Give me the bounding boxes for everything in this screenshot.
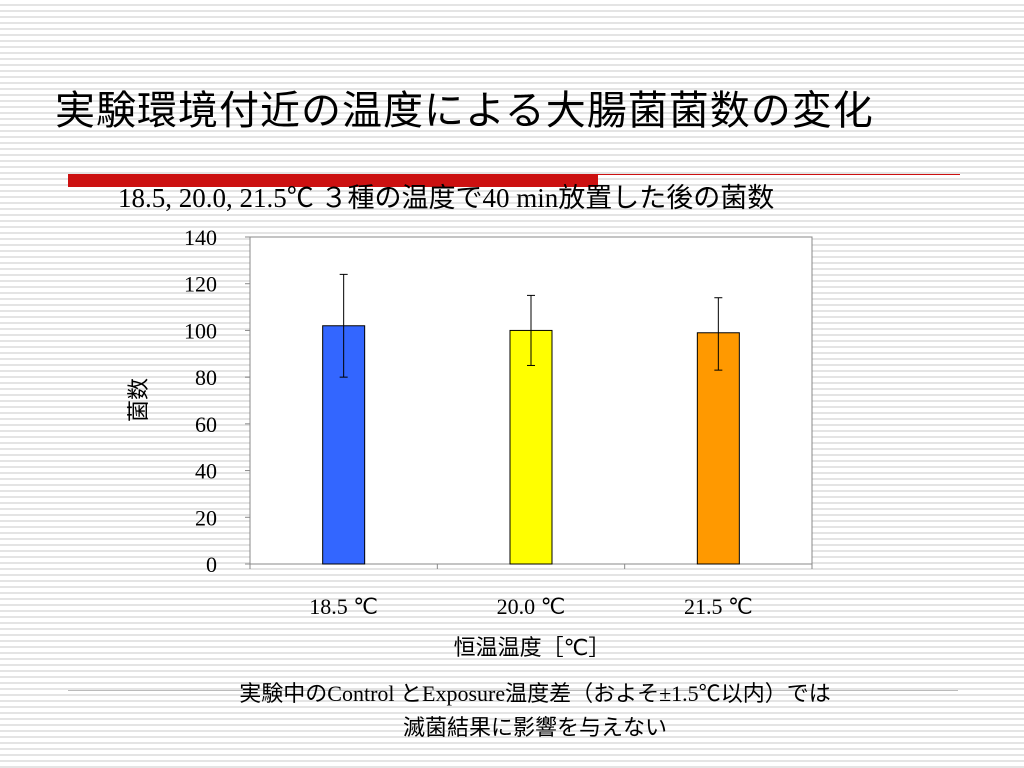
bar (509, 329, 553, 565)
y-tick-label: 80 (195, 365, 217, 390)
chart-subtitle: 18.5, 20.0, 21.5℃ ３種の温度で40 min放置した後の菌数 (118, 183, 775, 213)
y-tick-label: 20 (195, 505, 217, 530)
footer-divider (68, 690, 958, 691)
x-tick-label: 20.0 ℃ (497, 594, 566, 619)
conclusion-line-2: 滅菌結果に影響を与えない (402, 715, 667, 740)
y-tick-label: 0 (206, 552, 217, 577)
slide-title: 実験環境付近の温度による大腸菌菌数の変化 (55, 88, 874, 134)
x-tick-label: 18.5 ℃ (309, 594, 378, 619)
y-tick-label: 40 (195, 459, 217, 484)
conclusion-note: 実験中のControl とExposure温度差（およそ±1.5℃以内）では 滅… (120, 677, 950, 745)
x-tick-label: 21.5 ℃ (684, 594, 753, 619)
y-axis-label: 菌数 (127, 378, 152, 422)
y-tick-label: 140 (184, 225, 217, 250)
title-underline-bar (68, 174, 598, 187)
x-axis-label: 恒温温度［℃］ (454, 636, 611, 661)
conclusion-line-1: 実験中のControl とExposure温度差（およそ±1.5℃以内）では (239, 681, 831, 706)
y-tick-label: 100 (184, 318, 217, 343)
bar (696, 332, 740, 565)
y-tick-label: 60 (195, 412, 217, 437)
y-tick-label: 120 (184, 272, 217, 297)
title-underline-line (598, 174, 960, 175)
